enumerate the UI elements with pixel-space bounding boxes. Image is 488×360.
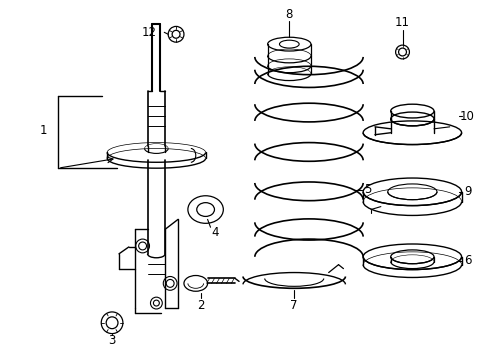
Text: 11: 11: [394, 16, 409, 29]
Text: 8: 8: [285, 8, 292, 21]
Text: 10: 10: [459, 109, 474, 122]
Text: 9: 9: [463, 185, 470, 198]
Text: 6: 6: [463, 254, 470, 267]
Text: 2: 2: [197, 298, 204, 311]
Text: 12: 12: [142, 26, 157, 39]
Text: 4: 4: [211, 226, 219, 239]
Text: 3: 3: [108, 334, 116, 347]
Text: 5: 5: [364, 183, 371, 196]
Text: 7: 7: [290, 298, 297, 311]
Text: 1: 1: [40, 124, 47, 137]
